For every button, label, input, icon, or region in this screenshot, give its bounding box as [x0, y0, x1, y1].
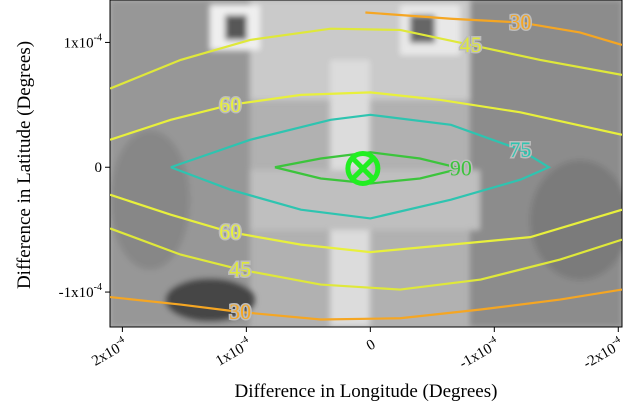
contour-line — [110, 27, 622, 90]
x-tick-label: -2x10-4 — [579, 334, 626, 372]
y-axis-title: Difference in Latitude (Degrees) — [14, 41, 35, 289]
marker-cross — [351, 156, 375, 181]
tick-label-base: -1x10 — [59, 285, 94, 301]
x-tick-label: 1x10-4 — [212, 334, 255, 370]
contour-line — [274, 151, 462, 185]
contour-level-label: 45 — [460, 32, 482, 57]
contour-level-label: 30 — [229, 299, 251, 324]
location-marker — [345, 150, 381, 186]
contour-level-label: 45 — [229, 257, 251, 282]
tick-label-exponent: -4 — [94, 32, 102, 43]
contour-line — [365, 11, 622, 46]
contour-line — [110, 91, 622, 141]
contour-level-label: 90 — [450, 155, 472, 180]
x-tick-label: 2x10-4 — [88, 334, 131, 370]
x-tick-label: -1x10-4 — [455, 334, 502, 372]
contour-line — [170, 113, 552, 220]
y-tick-label: 0 — [95, 160, 103, 176]
contour-level-label: 30 — [509, 9, 531, 34]
y-tick-label: -1x10-4 — [59, 282, 102, 301]
contours: 30 45 60 75 90 60 45 30 — [110, 8, 622, 326]
tick-label-base: 1x10 — [64, 35, 94, 51]
contour-line — [110, 288, 622, 321]
x-axis-title: Difference in Longitude (Degrees) — [235, 381, 498, 402]
contour-level-label: 75 — [509, 137, 531, 162]
contour-line — [110, 227, 622, 291]
contour-level-label: 60 — [219, 92, 241, 117]
x-tick-label: 0 — [364, 337, 378, 355]
contour-level-label: 60 — [219, 219, 241, 244]
y-tick-label: 1x10-4 — [64, 32, 102, 51]
plot-frame — [109, 0, 623, 328]
tick-label-exponent: -4 — [94, 282, 102, 293]
contour-line — [110, 193, 622, 254]
marker-ring — [345, 150, 381, 186]
